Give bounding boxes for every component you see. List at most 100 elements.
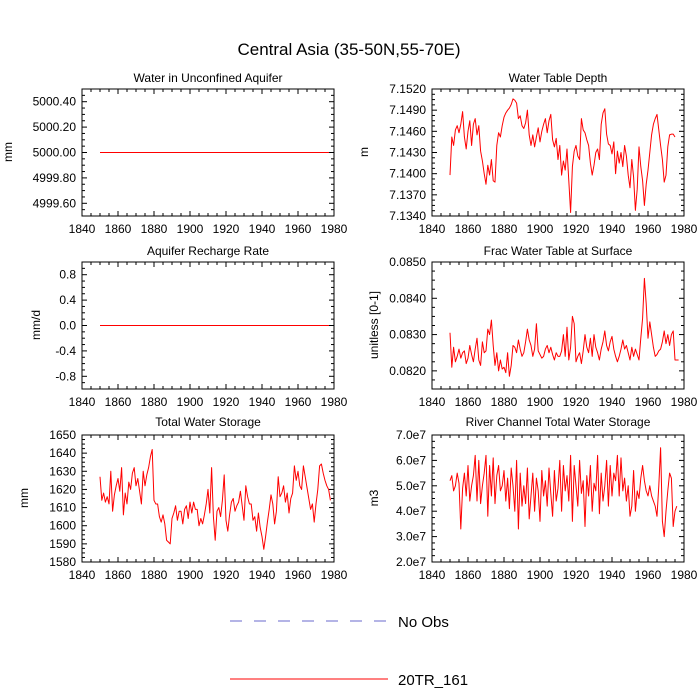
panel-title: River Channel Total Water Storage bbox=[466, 415, 651, 429]
series-line-0 bbox=[449, 98, 676, 213]
y-axis-label: mm/d bbox=[29, 310, 43, 340]
x-tick-label: 1880 bbox=[491, 568, 518, 582]
legend: No Obs 20TR_161 bbox=[230, 614, 468, 689]
x-tick-label: 1980 bbox=[321, 568, 348, 582]
panel-total-water-storage: Total Water Storage mm 1840 1860 1880 1900 1… bbox=[17, 415, 348, 582]
x-tick-label: 1900 bbox=[527, 568, 554, 582]
panel-river-channel-total-water-storage: River Channel Total Water Storage m3 184… bbox=[367, 415, 698, 582]
x-tick-label: 1960 bbox=[285, 568, 312, 582]
legend-label-no-obs: No Obs bbox=[398, 614, 449, 631]
series-line-0 bbox=[449, 447, 678, 538]
x-tick-label: 1940 bbox=[599, 222, 626, 236]
x-tick-label: 1960 bbox=[635, 222, 662, 236]
legend-label-20tr-161: 20TR_161 bbox=[398, 672, 468, 689]
x-tick-label: 1840 bbox=[69, 395, 96, 409]
x-tick-label: 1880 bbox=[491, 222, 518, 236]
x-tick-label: 1920 bbox=[213, 222, 240, 236]
y-tick-label: 4.0e7 bbox=[396, 504, 426, 518]
x-tick-label: 1840 bbox=[419, 395, 446, 409]
y-tick-label: 0.8 bbox=[59, 268, 76, 282]
plot-area: 1840 1860 1880 1900 1920 1940 1960 1980 1580 1590… bbox=[49, 428, 347, 582]
x-tick-label: 1940 bbox=[249, 222, 276, 236]
x-tick-label: 1980 bbox=[321, 222, 348, 236]
x-tick-label: 1920 bbox=[213, 568, 240, 582]
x-tick-label: 1960 bbox=[285, 395, 312, 409]
x-tick-label: 1860 bbox=[105, 395, 132, 409]
x-tick-label: 1880 bbox=[491, 395, 518, 409]
x-tick-label: 1980 bbox=[321, 395, 348, 409]
y-tick-label: 0.0820 bbox=[389, 364, 426, 378]
panel-title: Frac Water Table at Surface bbox=[484, 244, 633, 258]
y-axis-label: m bbox=[357, 147, 371, 157]
plot-area: 1840 1860 1880 1900 1920 1940 1960 1980 7.1340 7.… bbox=[389, 82, 697, 236]
panel-water-in-unconfined-aquifer: Water in Unconfined Aquifer mm 1840 1860 1… bbox=[1, 71, 348, 236]
x-tick-label: 1840 bbox=[419, 568, 446, 582]
x-tick-label: 1840 bbox=[69, 222, 96, 236]
y-tick-label: 0.4 bbox=[59, 293, 76, 307]
y-axis-label: unitless [0-1] bbox=[367, 291, 381, 359]
y-tick-label: 2.0e7 bbox=[396, 555, 426, 569]
y-tick-label: -0.4 bbox=[55, 344, 76, 358]
y-tick-label: 1580 bbox=[49, 555, 76, 569]
x-tick-label: 1980 bbox=[671, 568, 698, 582]
x-tick-label: 1860 bbox=[455, 395, 482, 409]
x-tick-label: 1920 bbox=[563, 568, 590, 582]
panel-title: Aquifer Recharge Rate bbox=[147, 244, 269, 258]
series-line-0 bbox=[449, 277, 679, 377]
figure-title: Central Asia (35-50N,55-70E) bbox=[237, 40, 460, 59]
plot-area: 1840 1860 1880 1900 1920 1940 1960 1980 0.0820 0.… bbox=[389, 255, 697, 409]
y-tick-label: 5000.40 bbox=[33, 95, 77, 109]
x-tick-label: 1880 bbox=[141, 568, 168, 582]
x-tick-label: 1860 bbox=[105, 568, 132, 582]
y-tick-label: 1640 bbox=[49, 446, 76, 460]
y-tick-label: 5000.20 bbox=[33, 120, 77, 134]
panel-water-table-depth: Water Table Depth m 1840 1860 1880 1900 1920… bbox=[357, 71, 698, 236]
y-tick-label: 7.0e7 bbox=[396, 428, 426, 442]
x-tick-label: 1960 bbox=[635, 395, 662, 409]
y-tick-label: 4999.80 bbox=[33, 171, 77, 185]
plot-frame bbox=[431, 88, 685, 217]
x-tick-label: 1940 bbox=[599, 568, 626, 582]
y-tick-label: 3.0e7 bbox=[396, 530, 426, 544]
plot-area: 1840 1860 1880 1900 1920 1940 1960 1980 4999.60 4… bbox=[33, 88, 348, 236]
y-tick-label: 7.1340 bbox=[389, 209, 426, 223]
y-tick-label: 4999.60 bbox=[33, 196, 77, 210]
y-tick-label: 6.0e7 bbox=[396, 453, 426, 467]
x-tick-label: 1840 bbox=[419, 222, 446, 236]
x-tick-label: 1920 bbox=[563, 395, 590, 409]
y-tick-label: 1590 bbox=[49, 537, 76, 551]
panel-title: Total Water Storage bbox=[155, 415, 261, 429]
x-tick-label: 1900 bbox=[177, 395, 204, 409]
y-tick-label: 5000.00 bbox=[33, 146, 77, 160]
y-tick-label: 5.0e7 bbox=[396, 479, 426, 493]
y-tick-label: 1600 bbox=[49, 519, 76, 533]
y-tick-label: 0.0850 bbox=[389, 255, 426, 269]
plot-frame bbox=[81, 434, 335, 563]
series-line-0 bbox=[99, 449, 331, 550]
plot-area: 1840 1860 1880 1900 1920 1940 1960 1980 -0.8 -0.4… bbox=[55, 261, 348, 409]
plot-area: 1840 1860 1880 1900 1920 1940 1960 1980 2.0e7 3.0… bbox=[396, 428, 698, 582]
y-axis-label: mm bbox=[17, 488, 31, 508]
y-tick-label: 7.1490 bbox=[389, 103, 426, 117]
x-tick-label: 1940 bbox=[249, 568, 276, 582]
y-axis-label: mm bbox=[1, 142, 15, 162]
x-tick-label: 1860 bbox=[455, 568, 482, 582]
panel-frac-water-table-at-surface: Frac Water Table at Surface unitless [0-… bbox=[367, 244, 698, 409]
panel-title: Water in Unconfined Aquifer bbox=[134, 71, 283, 85]
y-tick-label: 0.0 bbox=[59, 319, 76, 333]
y-tick-label: 7.1430 bbox=[389, 146, 426, 160]
x-tick-label: 1860 bbox=[105, 222, 132, 236]
x-tick-label: 1980 bbox=[671, 395, 698, 409]
x-tick-label: 1900 bbox=[177, 222, 204, 236]
x-tick-label: 1940 bbox=[599, 395, 626, 409]
y-tick-label: 0.0840 bbox=[389, 291, 426, 305]
y-tick-label: 7.1460 bbox=[389, 124, 426, 138]
y-tick-label: 1630 bbox=[49, 464, 76, 478]
x-tick-label: 1880 bbox=[141, 222, 168, 236]
x-tick-label: 1900 bbox=[177, 568, 204, 582]
panel-title: Water Table Depth bbox=[509, 71, 608, 85]
y-tick-label: 7.1400 bbox=[389, 167, 426, 181]
x-tick-label: 1880 bbox=[141, 395, 168, 409]
y-tick-label: -0.8 bbox=[55, 369, 76, 383]
